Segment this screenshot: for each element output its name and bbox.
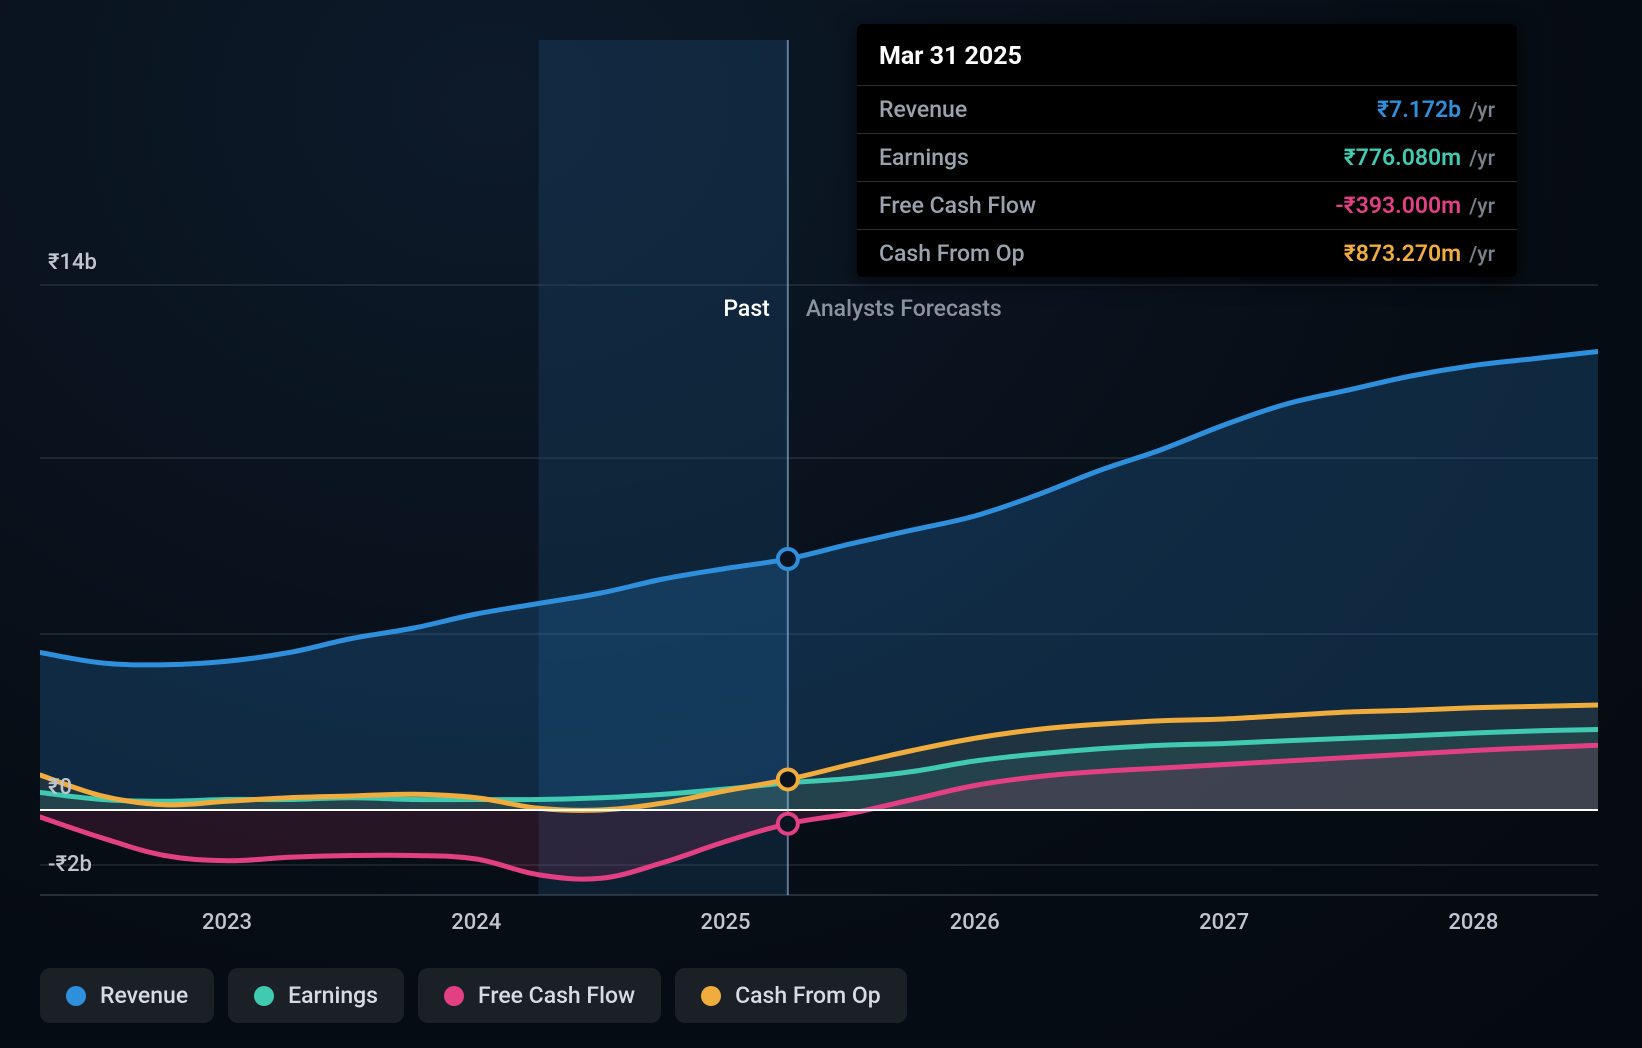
marker-fcf[interactable] bbox=[778, 814, 798, 834]
tooltip-row-label: Revenue bbox=[879, 96, 1377, 123]
tooltip-row-value: ₹7.172b bbox=[1377, 96, 1461, 123]
tooltip-date: Mar 31 2025 bbox=[857, 24, 1517, 85]
legend-item-fcf[interactable]: Free Cash Flow bbox=[418, 968, 661, 1023]
y-axis-label: ₹0 bbox=[48, 775, 72, 800]
legend-dot-icon bbox=[444, 986, 464, 1006]
x-axis-label: 2023 bbox=[202, 910, 252, 935]
x-axis-label: 2024 bbox=[451, 910, 501, 935]
chart-tooltip: Mar 31 2025 Revenue₹7.172b/yrEarnings₹77… bbox=[857, 24, 1517, 277]
tooltip-row: Revenue₹7.172b/yr bbox=[857, 85, 1517, 133]
marker-revenue[interactable] bbox=[778, 549, 798, 569]
marker-cfo[interactable] bbox=[778, 769, 798, 789]
x-axis-label: 2027 bbox=[1199, 910, 1249, 935]
tooltip-row-value: ₹873.270m bbox=[1344, 240, 1461, 267]
legend-dot-icon bbox=[66, 986, 86, 1006]
tooltip-row: Free Cash Flow-₹393.000m/yr bbox=[857, 181, 1517, 229]
legend-item-label: Revenue bbox=[100, 982, 188, 1009]
legend-dot-icon bbox=[254, 986, 274, 1006]
legend-item-label: Earnings bbox=[288, 982, 378, 1009]
tooltip-row: Earnings₹776.080m/yr bbox=[857, 133, 1517, 181]
tooltip-row-unit: /yr bbox=[1469, 147, 1495, 171]
y-axis-label: ₹14b bbox=[48, 250, 97, 275]
legend-item-earnings[interactable]: Earnings bbox=[228, 968, 404, 1023]
tooltip-row-value: -₹393.000m bbox=[1335, 192, 1461, 219]
legend-item-label: Cash From Op bbox=[735, 982, 881, 1009]
legend-item-revenue[interactable]: Revenue bbox=[40, 968, 214, 1023]
tooltip-row-label: Cash From Op bbox=[879, 240, 1344, 267]
chart-legend: Revenue Earnings Free Cash Flow Cash From O… bbox=[40, 968, 907, 1023]
legend-item-label: Free Cash Flow bbox=[478, 982, 635, 1009]
tooltip-row-unit: /yr bbox=[1469, 195, 1495, 219]
legend-item-cfo[interactable]: Cash From Op bbox=[675, 968, 907, 1023]
tooltip-row-label: Earnings bbox=[879, 144, 1344, 171]
section-label-forecast: Analysts Forecasts bbox=[806, 295, 1002, 322]
tooltip-row-label: Free Cash Flow bbox=[879, 192, 1335, 219]
tooltip-row-unit: /yr bbox=[1469, 99, 1495, 123]
x-axis-label: 2028 bbox=[1448, 910, 1498, 935]
x-axis-label: 2026 bbox=[950, 910, 1000, 935]
tooltip-row-unit: /yr bbox=[1469, 243, 1495, 267]
tooltip-row-value: ₹776.080m bbox=[1344, 144, 1461, 171]
financials-chart: ₹14b ₹0 -₹2b 2023 2024 2025 2026 2027 2028 Past… bbox=[0, 0, 1642, 1048]
x-axis-label: 2025 bbox=[701, 910, 751, 935]
tooltip-row: Cash From Op₹873.270m/yr bbox=[857, 229, 1517, 277]
legend-dot-icon bbox=[701, 986, 721, 1006]
section-label-past: Past bbox=[723, 295, 769, 322]
y-axis-label: -₹2b bbox=[48, 852, 92, 877]
